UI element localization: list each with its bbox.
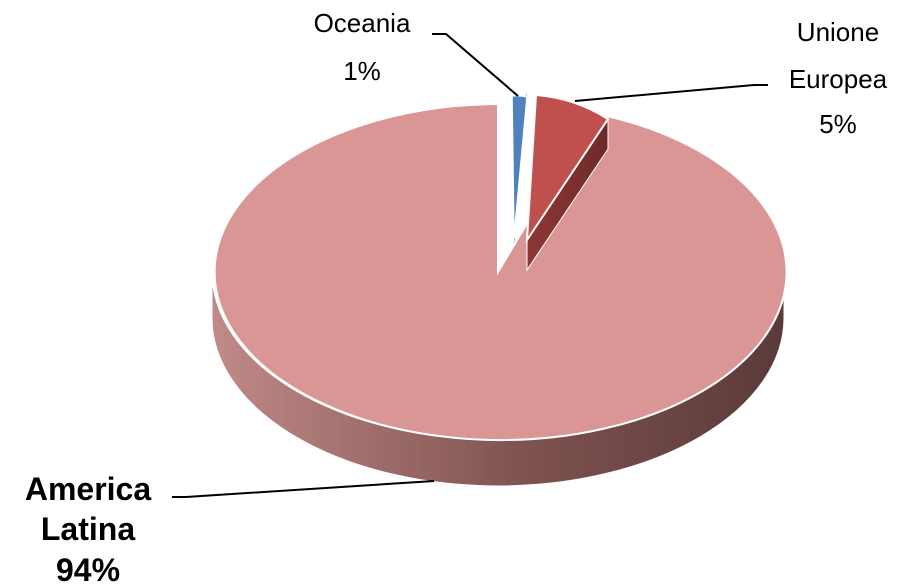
label-america-latina-name-1: America [25,471,152,507]
label-unione-europea-percent: 5% [819,109,857,139]
pie-slices [211,92,788,487]
label-unione-europea-name-2: Europea [789,64,888,94]
label-unione-europea-name-1: Unione [797,17,879,47]
leader-line-oceania [432,33,519,97]
label-america-latina-percent: 94% [56,552,120,586]
data-labels: Oceania 1% Unione Europea 5% America Lat… [25,8,888,586]
leader-line-unione-europea [574,84,768,102]
label-oceania-percent: 1% [343,56,381,86]
leader-lines [172,33,768,498]
slice-america-latina [213,102,788,441]
label-oceania-name: Oceania [314,8,411,38]
slice-oceania [511,94,528,239]
leader-line-america-latina [172,480,435,498]
label-america-latina-name-2: Latina [41,511,135,547]
slice-unione-europea [525,93,610,244]
